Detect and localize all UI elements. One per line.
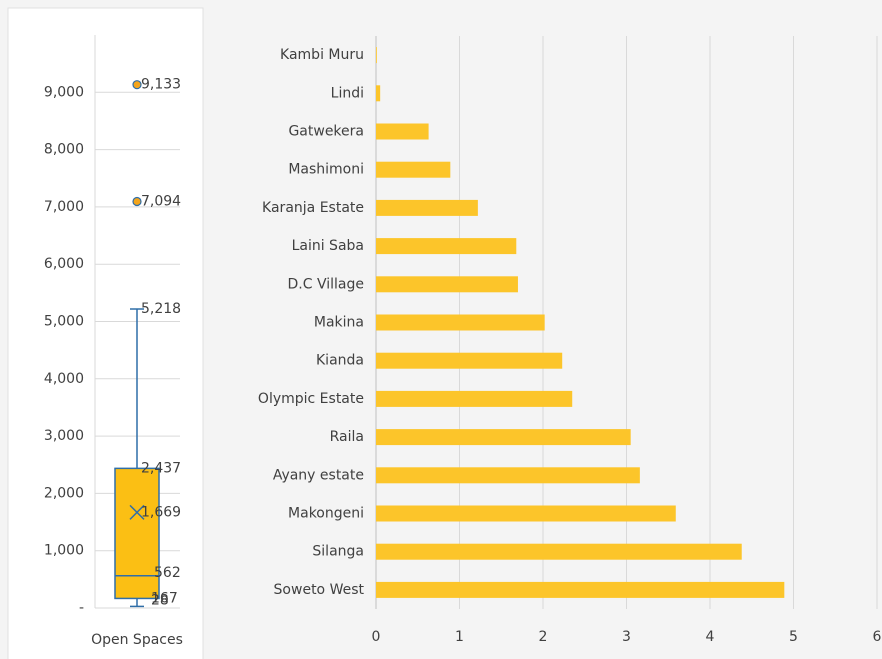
bar [376, 467, 640, 484]
data-label: 562 [154, 565, 181, 581]
x-tick-label: 0 [372, 629, 381, 645]
y-tick-label: 4,000 [44, 371, 84, 387]
y-tick-label: Kianda [316, 353, 364, 369]
y-tick-label: Makongeni [288, 506, 364, 522]
x-tick-label: 3 [622, 629, 631, 645]
bar [376, 543, 742, 560]
y-tick-label: 5,000 [44, 314, 84, 330]
y-tick-label: 2,000 [44, 485, 84, 501]
data-label: 7,094 [141, 194, 181, 210]
bar [376, 429, 631, 446]
y-tick-label: 8,000 [44, 142, 84, 158]
bar [376, 238, 517, 255]
bar [376, 161, 451, 178]
mean-marker [129, 504, 145, 520]
y-tick-label: Lindi [331, 85, 364, 101]
y-tick-label: - [79, 600, 84, 616]
outlier [132, 196, 142, 207]
y-tick-label: Makina [314, 315, 364, 331]
y-tick-label: Soweto West [274, 582, 365, 598]
x-tick-label: 2 [539, 629, 548, 645]
y-tick-label: Ayany estate [273, 467, 364, 483]
y-tick-label: 3,000 [44, 428, 84, 444]
bar [376, 390, 573, 407]
bar [376, 352, 563, 369]
y-tick-label: 9,000 [44, 84, 84, 100]
bar [376, 505, 676, 522]
box-panel [7, 7, 204, 659]
x-tick-label: 4 [706, 629, 715, 645]
y-tick-label: Mashimoni [288, 162, 364, 178]
y-tick-label: Silanga [312, 544, 364, 560]
x-tick-label: 1 [455, 629, 464, 645]
x-tick-label: 6 [873, 629, 882, 645]
y-tick-label: Karanja Estate [262, 200, 364, 216]
y-tick-label: D.C Village [288, 276, 364, 292]
y-tick-label: Raila [330, 429, 364, 445]
bar [376, 123, 429, 140]
data-label: 2,437 [141, 460, 181, 476]
bar [376, 47, 377, 64]
data-label: 5,218 [141, 301, 181, 317]
y-tick-label: Kambi Muru [280, 47, 364, 63]
y-tick-label: 7,000 [44, 199, 84, 215]
y-tick-label: Laini Saba [292, 238, 364, 254]
x-tick-label: 5 [789, 629, 798, 645]
bar [376, 581, 785, 598]
x-tick-label: Open Spaces [91, 632, 183, 648]
y-tick-label: Olympic Estate [258, 391, 364, 407]
data-label: 1,669 [141, 504, 181, 520]
y-tick-label: Gatwekera [288, 124, 364, 140]
bar [376, 276, 518, 293]
outlier [132, 80, 142, 90]
data-label: 167 [151, 590, 178, 606]
box [114, 467, 160, 600]
bar [376, 199, 478, 216]
data-label: 9,133 [141, 77, 181, 93]
bar [376, 85, 381, 102]
y-tick-label: 1,000 [44, 543, 84, 559]
bar [376, 314, 545, 331]
y-tick-label: 6,000 [44, 256, 84, 272]
data-label: 28 [151, 592, 169, 608]
